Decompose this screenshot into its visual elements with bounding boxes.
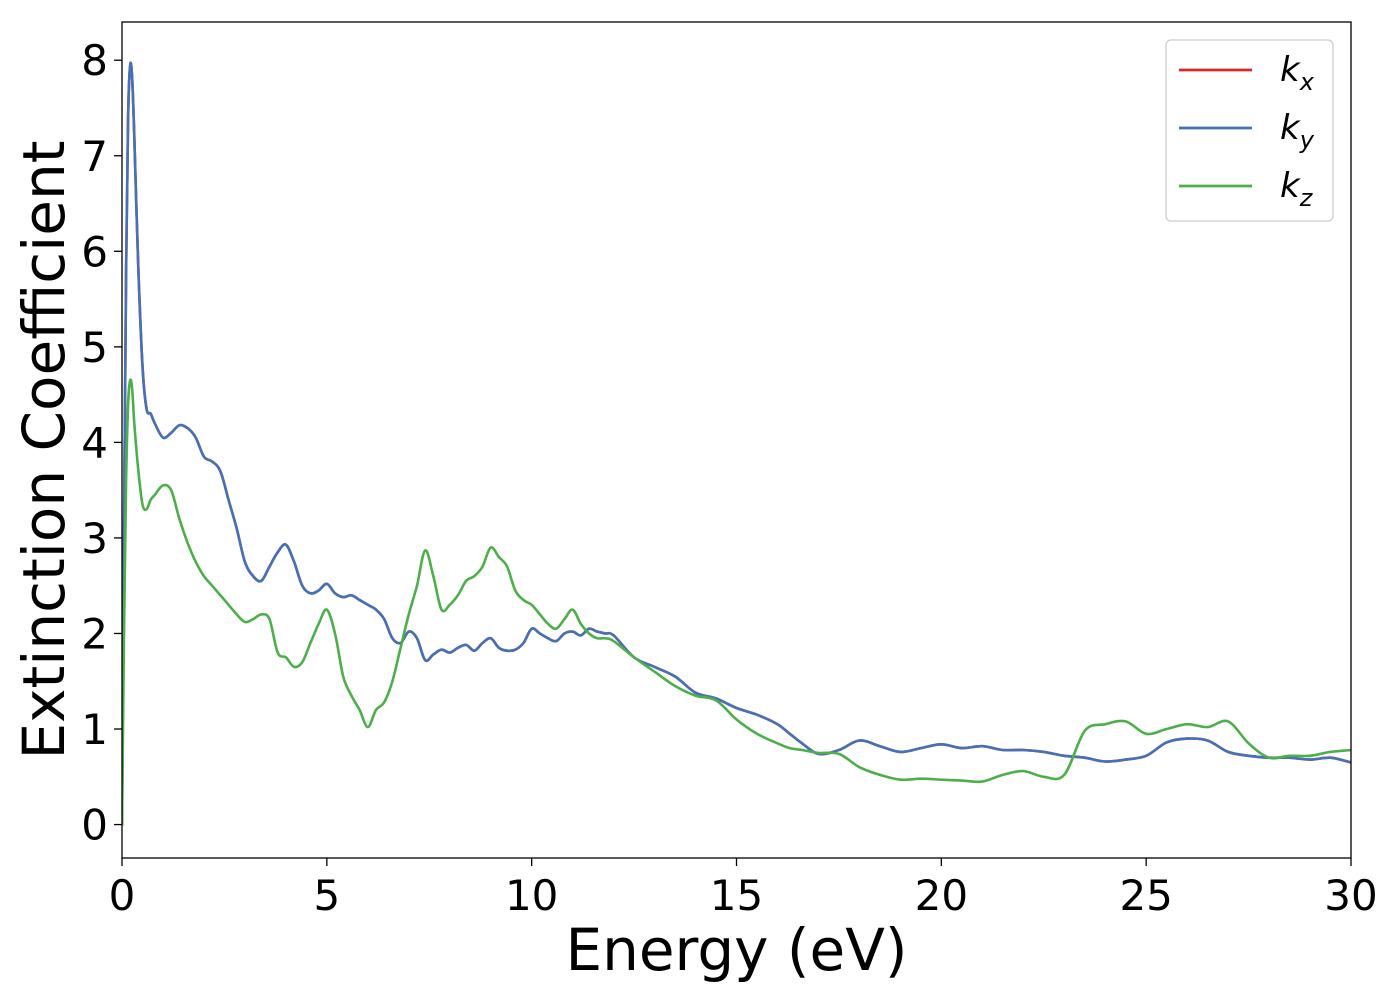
y-tick-label: 1 xyxy=(81,705,108,754)
y-tick-label: 0 xyxy=(81,801,108,850)
legend: kx ky kz xyxy=(1165,39,1334,222)
y-tick-label: 7 xyxy=(81,132,108,181)
y-axis-label: Extinction Coefficient xyxy=(10,141,78,760)
x-tick-label: 30 xyxy=(1324,871,1377,920)
y-tick-label: 3 xyxy=(81,514,108,563)
x-tick-label: 15 xyxy=(710,871,763,920)
y-tick-label: 8 xyxy=(81,36,108,85)
legend-label-kx: kx xyxy=(1280,50,1315,96)
x-tick-label: 5 xyxy=(313,871,340,920)
legend-box xyxy=(1165,39,1334,222)
legend-label-ky: ky xyxy=(1280,108,1315,154)
legend-label-kz: kz xyxy=(1280,166,1314,212)
series-layer xyxy=(122,61,1351,826)
y-tick-label: 6 xyxy=(81,227,108,276)
y-tick-label: 5 xyxy=(81,323,108,372)
y-axis-ticks: 0 1 2 3 4 5 6 7 8 xyxy=(81,36,122,850)
x-tick-label: 0 xyxy=(109,871,136,920)
y-tick-label: 2 xyxy=(81,609,108,658)
y-tick-label: 4 xyxy=(81,418,108,467)
x-axis-label: Energy (eV) xyxy=(565,916,907,984)
x-tick-label: 25 xyxy=(1119,871,1172,920)
x-tick-label: 20 xyxy=(915,871,968,920)
x-tick-label: 10 xyxy=(505,871,558,920)
series-line-kz xyxy=(122,378,1351,826)
series-line-ky xyxy=(122,61,1351,826)
x-axis-ticks: 0 5 10 15 20 25 30 xyxy=(109,858,1378,920)
